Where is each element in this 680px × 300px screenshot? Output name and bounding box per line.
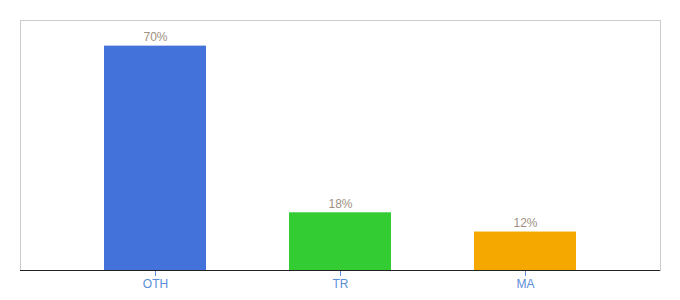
svg-text:MA: MA (517, 277, 535, 291)
svg-text:12%: 12% (513, 216, 537, 230)
svg-text:18%: 18% (328, 197, 352, 211)
svg-text:TR: TR (333, 277, 349, 291)
svg-text:OTH: OTH (143, 277, 168, 291)
svg-text:70%: 70% (143, 30, 167, 44)
